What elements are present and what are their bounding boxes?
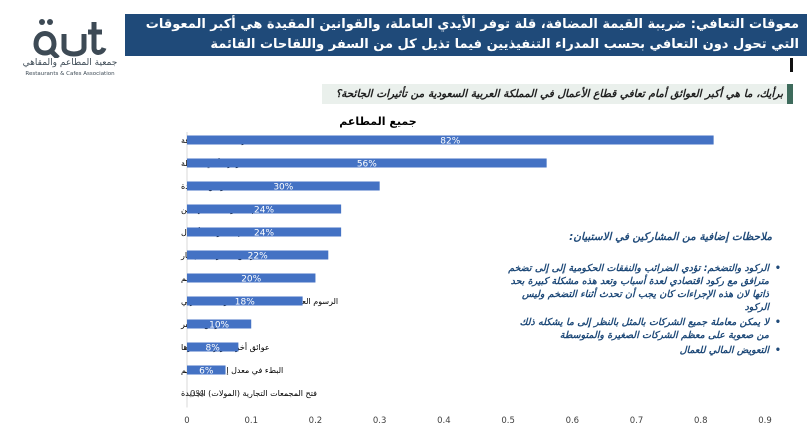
category-label: فتح المجمعات التجارية (المولات) الجديدة xyxy=(181,389,317,398)
data-label: 18% xyxy=(235,298,255,308)
logo-arabic-name: جمعية المطاعم والمقاهي xyxy=(22,58,118,68)
x-tick-label: 0.3 xyxy=(373,416,387,426)
logo-english-name: Restaurants & Cafes Association xyxy=(25,71,115,77)
note-item: الركود والتضخم: تؤدي الضرائب والنفقات ال… xyxy=(507,262,781,314)
notes-title: ملاحظات إضافية من المشاركين في الاستبيان… xyxy=(569,231,772,243)
data-label: 30% xyxy=(273,183,293,193)
note-item: التعويض المالي للعمال xyxy=(507,344,781,357)
bar xyxy=(187,250,329,260)
x-tick-label: 0.7 xyxy=(630,416,644,426)
bar xyxy=(187,227,342,237)
x-tick-label: 0.8 xyxy=(694,416,708,426)
association-logo: جمعية المطاعم والمقاهي Restaurants & Caf… xyxy=(20,14,120,84)
header-text: ضريبة القيمة المضافة، قلة توفر الأيدي ال… xyxy=(145,17,799,52)
data-label: 82% xyxy=(440,137,460,147)
data-label: 24% xyxy=(254,229,274,239)
x-tick-label: 0.5 xyxy=(501,416,515,426)
bar xyxy=(187,319,252,329)
x-tick-label: 0.9 xyxy=(758,416,772,426)
data-label: 10% xyxy=(209,321,229,331)
bar xyxy=(187,135,714,145)
x-tick-label: 0.2 xyxy=(309,416,323,426)
data-label: 56% xyxy=(357,160,377,170)
x-tick-label: 0.4 xyxy=(437,416,451,426)
data-label: 24% xyxy=(254,206,274,216)
note-item: لا يمكن معاملة جميع الشركات بالمثل بالنظ… xyxy=(507,316,781,342)
notes-list: الركود والتضخم: تؤدي الضرائب والنفقات ال… xyxy=(507,262,783,359)
question-accent-bar xyxy=(787,84,793,104)
category-label: البطء في معدل إعطاء التطعيم xyxy=(181,366,283,376)
data-label: 6% xyxy=(199,367,214,377)
data-label: 8% xyxy=(206,344,221,354)
x-tick-label: 0 xyxy=(184,416,189,426)
data-label: 22% xyxy=(248,252,268,262)
header-label: معوقات التعافي: xyxy=(690,17,799,32)
bar xyxy=(187,181,380,191)
survey-question: برأيك، ما هي أكبر العوائق أمام تعافي قطا… xyxy=(322,84,787,104)
bar xyxy=(187,273,316,283)
data-label: 20% xyxy=(241,275,261,285)
header-divider xyxy=(790,58,793,72)
x-tick-label: 0.6 xyxy=(566,416,580,426)
bar xyxy=(187,296,303,306)
chart-title: جميع المطاعم xyxy=(339,115,416,128)
logo-mark-icon xyxy=(33,19,107,58)
bar xyxy=(187,342,239,352)
header-banner: معوقات التعافي: ضريبة القيمة المضافة، قل… xyxy=(125,14,807,56)
x-tick-label: 0.1 xyxy=(244,416,258,426)
bar xyxy=(187,158,547,168)
bar xyxy=(187,365,226,375)
bar xyxy=(187,204,342,214)
data-label: 0% xyxy=(190,390,205,400)
